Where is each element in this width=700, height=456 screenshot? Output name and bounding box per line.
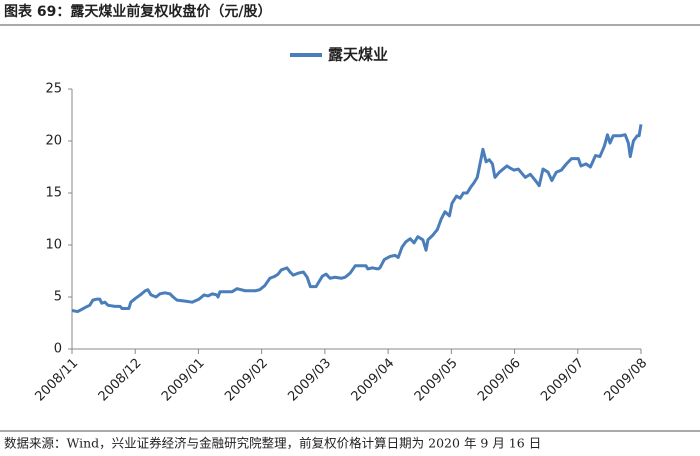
- x-tick-label: 2009/01: [159, 356, 208, 405]
- y-tick-label: 10: [45, 238, 62, 253]
- x-tick-label: 2009/04: [349, 356, 398, 405]
- source-note: 数据来源：Wind，兴业证券经济与金融研究院整理，前复权价格计算日期为 2020…: [4, 436, 541, 451]
- x-tick-label: 2008/11: [33, 356, 82, 405]
- y-tick-label: 25: [45, 82, 62, 97]
- x-tick-label: 2009/03: [285, 356, 334, 405]
- x-tick-label: 2008/12: [96, 356, 145, 405]
- legend-label: 露天煤业: [328, 46, 388, 64]
- y-tick-label: 0: [54, 342, 62, 357]
- x-tick-label: 2009/05: [412, 356, 461, 405]
- y-tick-label: 15: [45, 186, 62, 201]
- x-tick-label: 2009/06: [475, 356, 524, 405]
- y-tick-label: 5: [54, 290, 62, 305]
- x-tick-label: 2009/08: [602, 356, 651, 405]
- y-tick-label: 20: [45, 134, 62, 149]
- x-tick-label: 2009/02: [222, 356, 271, 405]
- x-tick-label: 2009/07: [538, 356, 587, 405]
- chart-title: 图表 69：露天煤业前复权收盘价（元/股）: [4, 3, 271, 20]
- price-line: [71, 124, 643, 314]
